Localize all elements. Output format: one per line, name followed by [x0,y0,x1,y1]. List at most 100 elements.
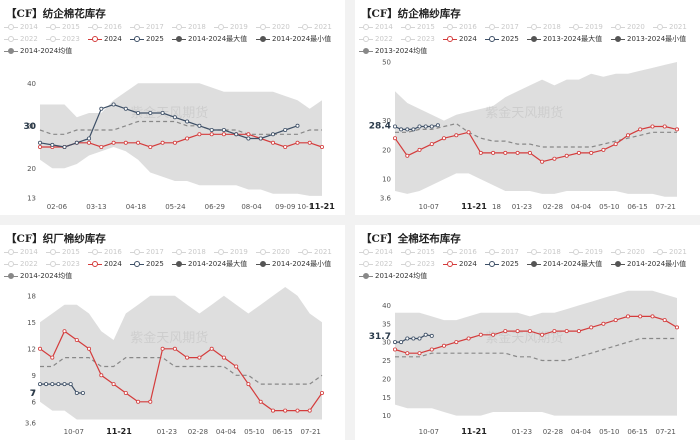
legend-item[interactable]: 2020 [256,247,290,257]
legend-swatch-dot [8,261,14,267]
legend-item[interactable]: 2018 [527,247,561,257]
legend-item[interactable]: 2018 [172,247,206,257]
legend-item[interactable]: 2020 [611,22,645,32]
legend-item[interactable]: 2021 [298,22,332,32]
legend-item[interactable]: 2022 [359,259,393,269]
legend-item[interactable]: 2022 [359,34,393,44]
legend-swatch-dot [92,36,98,42]
legend-item[interactable]: 2016 [443,22,477,32]
series-2025-point [136,111,141,116]
legend-item[interactable]: 2015 [46,22,80,32]
x-tick-label: 08-04 [241,203,262,211]
legend-label: 2022 [20,260,38,268]
legend-item[interactable]: 2014 [4,22,38,32]
legend-item[interactable]: 2024 [88,34,122,44]
legend-item[interactable]: 2021 [653,22,687,32]
legend-item[interactable]: 2025 [130,34,164,44]
legend-item[interactable]: 2019 [214,247,248,257]
legend-item[interactable]: 2013-2024最小值 [611,34,686,44]
series-2024-point [625,133,630,138]
series-2024-point [429,142,434,147]
legend-item[interactable]: 2013-2024均值 [359,46,427,56]
legend-item[interactable]: 2025 [130,259,164,269]
legend-item[interactable]: 2014 [359,247,393,257]
legend-swatch-dot [260,249,266,255]
legend-swatch-dot [260,261,266,267]
y-tick-label: 20 [382,375,391,383]
legend-item[interactable]: 2018 [172,22,206,32]
legend-item[interactable]: 2017 [485,247,519,257]
legend-item[interactable]: 2014 [359,22,393,32]
legend-item[interactable]: 2014-2024均值 [4,271,72,281]
legend-item[interactable]: 2019 [214,22,248,32]
legend-item[interactable]: 2025 [485,259,519,269]
legend-item[interactable]: 2023 [401,34,435,44]
legend-item[interactable]: 2025 [485,34,519,44]
legend-item[interactable]: 2016 [88,22,122,32]
legend-item[interactable]: 2014-2024最小值 [256,259,331,269]
series-2024-point [540,332,545,337]
series-2025-point [295,123,300,128]
legend-label: 2014-2024最小值 [272,260,332,268]
legend-swatch-dot [489,24,495,30]
legend-item[interactable]: 2017 [130,247,164,257]
legend-item[interactable]: 2024 [443,259,477,269]
legend-swatch-dot [363,24,369,30]
legend-item[interactable]: 2013-2024最大值 [527,34,602,44]
legend-item[interactable]: 2014-2024最小值 [256,34,331,44]
legend-swatch [527,35,541,43]
legend-swatch [46,35,60,43]
legend-item[interactable]: 2020 [611,247,645,257]
legend-item[interactable]: 2022 [4,34,38,44]
legend-item[interactable]: 2014-2024最大值 [172,34,247,44]
series-2024-point [295,408,300,413]
legend-item[interactable]: 2016 [443,247,477,257]
series-2024-point [136,140,141,145]
watermark-text: 紫金天风期货 [130,105,208,121]
legend-item[interactable]: 2014-2024均值 [359,271,427,281]
x-tick-label: 05-10 [599,203,619,211]
legend-swatch-dot [176,261,182,267]
legend-item[interactable]: 2022 [4,259,38,269]
legend-item[interactable]: 2021 [653,247,687,257]
legend-item[interactable]: 2018 [527,22,561,32]
x-tick-label: 01-23 [512,203,532,211]
legend-swatch-dot [405,24,411,30]
series-2025-point [148,111,153,116]
series-2025-point [405,127,410,132]
legend-item[interactable]: 2014-2024最大值 [172,259,247,269]
legend-item[interactable]: 2021 [298,247,332,257]
legend-item[interactable]: 2023 [401,259,435,269]
legend-item[interactable]: 2024 [443,34,477,44]
legend-item[interactable]: 2015 [401,22,435,32]
series-2024-point [270,140,275,145]
legend-label: 2020 [627,23,645,31]
legend-item[interactable]: 2016 [88,247,122,257]
legend-item[interactable]: 2017 [485,22,519,32]
series-2024-point [307,408,312,413]
legend-swatch [88,260,102,268]
legend-item[interactable]: 2023 [46,34,80,44]
legend-item[interactable]: 2015 [46,247,80,257]
legend-item[interactable]: 2019 [569,247,603,257]
legend-swatch [256,248,270,256]
legend-item[interactable]: 2024 [88,259,122,269]
legend-item[interactable]: 2014-2024最小值 [611,259,686,269]
legend-swatch-dot [657,249,663,255]
legend-item[interactable]: 2019 [569,22,603,32]
legend-item[interactable]: 2017 [130,22,164,32]
legend-item[interactable]: 2014-2024最大值 [527,259,602,269]
legend-item[interactable]: 2023 [46,259,80,269]
series-2024-point [478,332,483,337]
legend-item[interactable]: 2020 [256,22,290,32]
legend-label: 2014 [20,248,38,256]
legend-swatch-dot [176,36,182,42]
legend-swatch-dot [489,249,495,255]
legend-item[interactable]: 2015 [401,247,435,257]
chart-title: 【CF】全棉坯布库存 [361,233,461,245]
legend-item[interactable]: 2014 [4,247,38,257]
series-2024-line [39,330,323,412]
x-tick-label: 07-21 [656,428,676,436]
legend-item[interactable]: 2014-2024均值 [4,46,72,56]
